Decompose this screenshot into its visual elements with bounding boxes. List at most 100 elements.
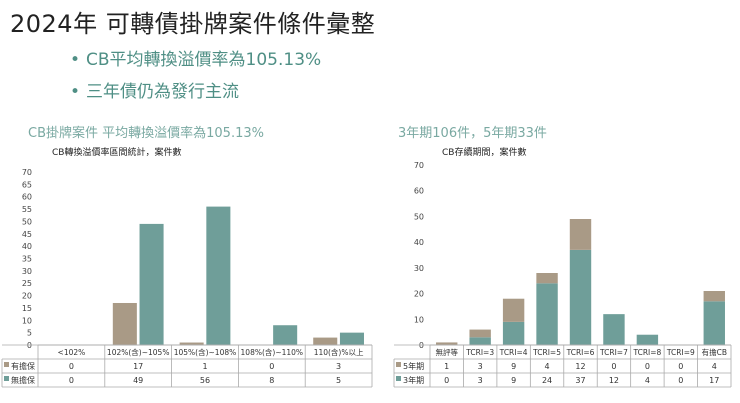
y-tick-label: 65 [22, 180, 32, 189]
y-tick-label: 45 [22, 230, 32, 239]
bar-3年期 [569, 249, 592, 345]
legend-label: 3年期 [403, 375, 424, 385]
y-tick-label: 70 [22, 168, 32, 177]
bar-3年期 [502, 321, 525, 345]
x-tick-label: 105%(含)~108% [174, 347, 237, 357]
legend-label: 有擔保 [11, 361, 35, 371]
data-label: 3 [478, 362, 483, 371]
y-tick-label: 20 [22, 292, 32, 301]
data-label: 3 [478, 376, 483, 385]
legend-swatch [396, 376, 401, 381]
data-label: 9 [511, 362, 516, 371]
chart-title: CB轉換溢價率區間統計，案件數 [52, 146, 181, 158]
data-label: 0 [611, 362, 616, 371]
data-label: 8 [269, 376, 274, 385]
bar-無擔保 [273, 325, 298, 345]
data-label: 37 [575, 376, 585, 385]
bullet-text: CB平均轉換溢價率為105.13% [86, 50, 322, 70]
data-label: 0 [678, 362, 683, 371]
bar-5年期 [536, 273, 558, 284]
data-label: 0 [645, 362, 650, 371]
data-label: 17 [709, 376, 719, 385]
y-tick-label: 15 [22, 304, 32, 313]
x-tick-label: TCRI=4 [499, 348, 528, 357]
data-label: 3 [336, 362, 341, 371]
bar-3年期 [603, 314, 625, 345]
x-tick-label: TCRI=9 [666, 348, 695, 357]
legend-swatch [4, 376, 9, 381]
x-tick-label: 有擔CB [702, 347, 727, 357]
x-tick-label: TCRI=3 [465, 348, 494, 357]
data-label: 56 [200, 376, 210, 385]
y-tick-label: 5 [27, 329, 32, 338]
chart-title: CB存續期間，案件數 [442, 146, 526, 158]
legend-label: 無擔保 [11, 375, 35, 385]
y-tick-label: 60 [414, 187, 424, 196]
y-tick-label: 0 [27, 341, 32, 350]
y-tick-label: 10 [22, 316, 32, 325]
y-tick-label: 25 [22, 279, 32, 288]
y-tick-label: 55 [22, 205, 32, 214]
x-tick-label: 102%(含)~105% [107, 347, 170, 357]
bar-3年期 [469, 337, 491, 345]
bullet-text: 三年債仍為發行主流 [86, 82, 239, 102]
data-label: 9 [511, 376, 516, 385]
bar-5年期 [469, 329, 491, 338]
bar-3年期 [703, 301, 725, 345]
bar-無擔保 [206, 206, 231, 345]
y-tick-label: 0 [419, 341, 424, 350]
bullet-dot: • [70, 82, 81, 102]
bar-5年期 [703, 291, 725, 302]
x-tick-label: TCRI=5 [532, 348, 561, 357]
data-label: 0 [69, 376, 74, 385]
data-label: 0 [678, 376, 683, 385]
y-tick-label: 30 [414, 264, 424, 273]
data-label: 12 [575, 362, 585, 371]
data-label: 24 [542, 376, 552, 385]
bullet-list: • CB平均轉換溢價率為105.13% • 三年債仍為發行主流 [70, 44, 321, 108]
x-tick-label: TCRI=8 [632, 348, 661, 357]
x-tick-label: 無評等 [435, 347, 458, 357]
data-label: 1 [202, 362, 207, 371]
bar-5年期 [436, 342, 458, 345]
data-label: 0 [444, 376, 449, 385]
y-tick-label: 20 [414, 290, 424, 299]
x-tick-label: 110(含)%以上 [314, 347, 364, 357]
legend-swatch [396, 362, 401, 367]
bullet-item: • CB平均轉換溢價率為105.13% [70, 44, 321, 76]
data-label: 4 [645, 376, 650, 385]
bar-無擔保 [139, 223, 164, 345]
data-label: 5 [336, 376, 341, 385]
data-label: 0 [69, 362, 74, 371]
y-tick-label: 10 [414, 315, 424, 324]
left-chart-heading: CB掛牌案件 平均轉換溢價率為105.13% [28, 126, 264, 141]
data-label: 4 [545, 362, 550, 371]
bar-3年期 [536, 283, 558, 345]
x-tick-label: TCRI=7 [599, 348, 628, 357]
x-tick-label: TCRI=6 [566, 348, 595, 357]
y-tick-label: 40 [414, 238, 424, 247]
y-tick-label: 70 [414, 161, 424, 170]
legend-label: 5年期 [403, 361, 424, 371]
y-tick-label: 60 [22, 193, 32, 202]
y-tick-label: 50 [22, 217, 32, 226]
bullet-dot: • [70, 50, 81, 70]
legend-swatch [4, 362, 9, 367]
right-chart-heading: 3年期106件，5年期33件 [398, 126, 547, 141]
bar-5年期 [569, 219, 592, 250]
page-title: 2024年 可轉債掛牌案件條件彙整 [10, 10, 376, 38]
bar-5年期 [502, 298, 525, 322]
bullet-item: • 三年債仍為發行主流 [70, 76, 321, 108]
y-tick-label: 35 [22, 255, 32, 264]
data-label: 0 [269, 362, 274, 371]
bar-有擔保 [313, 337, 338, 345]
y-tick-label: 40 [22, 242, 32, 251]
bar-3年期 [636, 334, 659, 345]
data-label: 4 [712, 362, 717, 371]
y-tick-label: 30 [22, 267, 32, 276]
bar-有擔保 [112, 302, 137, 345]
data-label: 12 [609, 376, 619, 385]
x-tick-label: 108%(含)~110% [241, 347, 304, 357]
data-label: 17 [133, 362, 143, 371]
